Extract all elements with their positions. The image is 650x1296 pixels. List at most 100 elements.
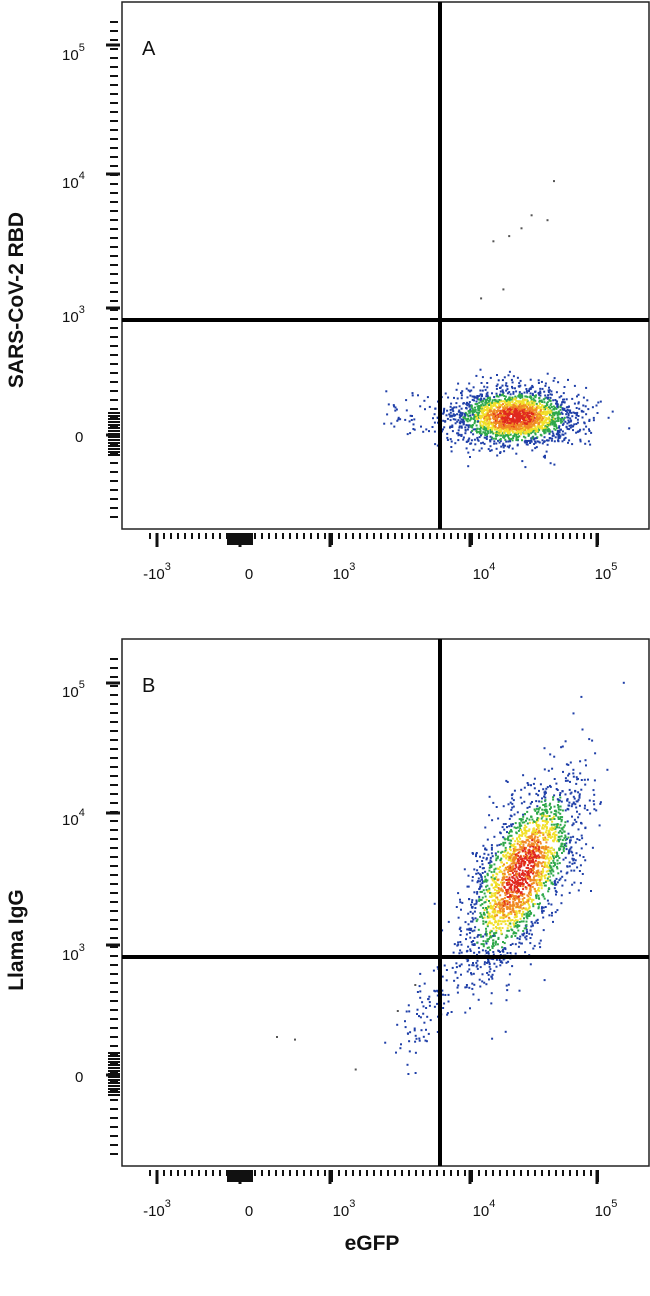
data-point bbox=[552, 434, 555, 437]
data-point bbox=[553, 755, 556, 758]
data-point bbox=[521, 879, 524, 882]
data-point bbox=[511, 429, 514, 432]
data-point bbox=[462, 420, 465, 423]
data-point bbox=[533, 427, 535, 430]
data-point bbox=[544, 796, 547, 799]
data-point bbox=[490, 402, 493, 405]
data-point bbox=[546, 879, 549, 882]
data-point bbox=[489, 922, 492, 925]
data-point bbox=[416, 1008, 419, 1011]
data-point bbox=[512, 375, 515, 378]
data-point bbox=[491, 436, 493, 439]
data-point bbox=[434, 443, 437, 446]
data-point bbox=[493, 899, 496, 902]
data-point bbox=[537, 907, 540, 910]
data-point bbox=[503, 900, 506, 903]
data-point bbox=[508, 886, 511, 889]
data-point bbox=[524, 873, 526, 876]
data-point bbox=[587, 440, 590, 443]
data-point bbox=[567, 808, 570, 811]
data-point bbox=[463, 868, 466, 871]
data-point bbox=[471, 964, 474, 967]
data-point bbox=[488, 415, 491, 418]
data-point bbox=[548, 406, 550, 409]
data-point bbox=[502, 436, 505, 439]
data-point bbox=[491, 905, 494, 908]
data-point bbox=[499, 411, 501, 414]
data-point bbox=[562, 826, 565, 829]
data-point bbox=[536, 903, 539, 905]
data-point bbox=[504, 406, 507, 409]
data-point bbox=[606, 768, 609, 771]
data-point bbox=[468, 986, 471, 989]
data-point bbox=[557, 437, 560, 440]
data-point bbox=[495, 859, 498, 862]
data-point bbox=[572, 858, 575, 861]
data-point bbox=[505, 915, 508, 918]
data-point bbox=[533, 443, 536, 445]
data-point bbox=[500, 414, 503, 417]
data-point bbox=[469, 456, 471, 458]
data-point bbox=[511, 965, 514, 968]
data-point bbox=[536, 878, 539, 881]
data-point bbox=[538, 429, 541, 432]
data-point bbox=[551, 767, 554, 770]
data-point bbox=[533, 914, 536, 917]
data-point bbox=[458, 409, 461, 412]
data-point bbox=[530, 856, 533, 859]
data-point bbox=[547, 411, 550, 414]
data-point bbox=[490, 871, 493, 874]
data-point bbox=[538, 872, 540, 875]
data-point bbox=[557, 808, 560, 811]
data-point bbox=[535, 411, 538, 414]
data-point bbox=[465, 424, 468, 427]
data-point bbox=[561, 745, 564, 748]
data-point bbox=[478, 895, 481, 898]
data-point bbox=[520, 412, 523, 415]
data-point bbox=[556, 862, 559, 865]
data-point bbox=[468, 404, 471, 407]
data-point bbox=[505, 961, 508, 964]
data-point bbox=[531, 885, 534, 888]
data-point bbox=[550, 402, 553, 405]
panel-label: B bbox=[142, 675, 155, 697]
data-point bbox=[520, 829, 523, 831]
data-point bbox=[599, 801, 602, 804]
x-tick-label: -103 bbox=[143, 1198, 171, 1220]
data-point bbox=[510, 794, 513, 797]
data-point bbox=[552, 874, 555, 877]
data-point bbox=[562, 392, 565, 395]
data-point bbox=[460, 397, 463, 400]
data-point bbox=[470, 431, 473, 434]
data-point bbox=[519, 885, 522, 887]
data-point bbox=[510, 406, 513, 409]
data-point bbox=[572, 772, 575, 775]
data-point bbox=[489, 426, 492, 429]
data-point bbox=[479, 915, 482, 918]
data-point bbox=[490, 421, 493, 424]
data-point bbox=[559, 408, 562, 411]
data-point bbox=[535, 820, 538, 823]
data-point bbox=[465, 401, 468, 404]
data-point bbox=[530, 417, 533, 420]
data-point bbox=[525, 422, 528, 425]
data-point bbox=[475, 417, 478, 420]
data-point bbox=[526, 817, 529, 820]
data-point bbox=[489, 859, 492, 862]
data-point bbox=[551, 826, 554, 829]
data-point bbox=[569, 420, 572, 423]
data-point bbox=[531, 427, 534, 430]
data-point bbox=[511, 797, 514, 800]
data-point bbox=[559, 792, 562, 794]
data-point bbox=[540, 380, 543, 383]
data-point bbox=[522, 849, 525, 852]
data-point bbox=[512, 857, 515, 860]
data-point bbox=[521, 871, 524, 874]
data-point bbox=[499, 393, 501, 396]
data-point bbox=[472, 918, 475, 921]
data-point bbox=[473, 929, 476, 932]
data-point bbox=[544, 382, 547, 385]
data-point bbox=[546, 812, 549, 815]
data-point bbox=[497, 850, 500, 853]
data-point bbox=[407, 1073, 410, 1075]
